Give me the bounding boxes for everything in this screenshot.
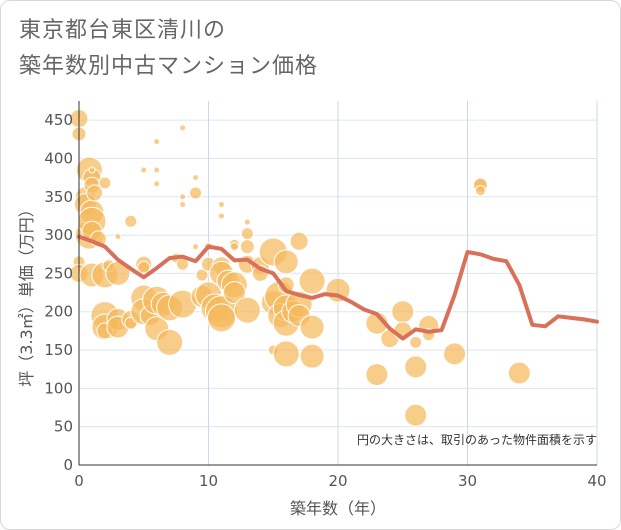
x-tick-label: 0 <box>74 472 84 490</box>
data-bubble <box>217 212 225 220</box>
size-note: 円の大きさは、取引のあった物件面積を示す <box>357 432 597 447</box>
y-tick-label: 150 <box>44 341 73 359</box>
y-tick-label: 250 <box>44 264 73 282</box>
data-bubble <box>206 303 236 333</box>
chart-title-line1: 東京都台東区清川の <box>19 18 227 43</box>
x-axis-label: 築年数（年） <box>290 499 386 518</box>
data-bubble <box>233 296 261 324</box>
y-tick-label: 100 <box>44 379 73 397</box>
data-bubble <box>299 343 325 369</box>
data-bubble <box>217 200 225 208</box>
data-bubble <box>229 242 239 252</box>
data-bubble <box>179 200 187 208</box>
data-bubble <box>365 363 389 387</box>
x-tick-label: 10 <box>199 472 218 490</box>
axes: 0 50 100 150 200 250 300 350 400 450 0 10 20 30 40 <box>44 101 607 490</box>
y-tick-label: 450 <box>44 111 73 129</box>
data-bubble <box>222 281 246 305</box>
data-bubble <box>179 124 187 132</box>
data-bubble <box>507 361 531 385</box>
data-bubble <box>243 218 251 226</box>
data-bubble <box>409 335 423 349</box>
data-bubble <box>124 214 138 228</box>
data-bubble <box>273 249 299 275</box>
data-bubble <box>391 300 415 324</box>
bubble-layer <box>69 109 531 427</box>
y-tick-label: 0 <box>63 456 73 474</box>
data-bubble <box>137 260 151 274</box>
y-tick-label: 350 <box>44 188 73 206</box>
data-bubble <box>404 355 428 379</box>
data-bubble <box>189 186 203 200</box>
data-bubble <box>474 185 486 197</box>
data-bubble <box>404 403 428 427</box>
data-bubble <box>299 314 325 340</box>
trend-line-layer <box>77 234 599 341</box>
data-bubble <box>478 118 482 122</box>
average-price-line <box>77 234 599 341</box>
data-bubble <box>88 166 96 174</box>
data-bubble <box>443 342 467 366</box>
y-tick-label: 200 <box>44 303 73 321</box>
y-tick-label: 300 <box>44 226 73 244</box>
data-bubble <box>179 193 187 201</box>
data-bubble <box>298 267 326 295</box>
data-bubble <box>156 328 184 356</box>
y-tick-label: 400 <box>44 149 73 167</box>
data-bubble <box>114 233 122 241</box>
y-tick-label: 50 <box>54 418 73 436</box>
data-bubble <box>289 231 309 251</box>
data-bubble <box>195 268 209 282</box>
chart-title: 東京都台東区清川の 築年数別中古マンション価格 <box>19 13 318 85</box>
data-bubble <box>153 166 161 174</box>
x-tick-label: 30 <box>458 472 477 490</box>
x-tick-label: 20 <box>328 472 347 490</box>
data-bubble <box>140 166 148 174</box>
data-bubble <box>98 176 112 190</box>
data-bubble <box>239 239 255 255</box>
x-tick-label: 40 <box>587 472 606 490</box>
data-bubble <box>153 138 161 146</box>
data-bubble <box>153 180 161 188</box>
data-bubble <box>272 340 300 368</box>
chart-title-line2: 築年数別中古マンション価格 <box>19 54 319 79</box>
y-axis-label: 坪（3.3㎡）単価（万円） <box>17 201 36 386</box>
data-bubble <box>86 184 104 202</box>
data-bubble <box>192 174 200 182</box>
data-bubble <box>192 243 200 251</box>
data-bubble <box>240 227 254 241</box>
